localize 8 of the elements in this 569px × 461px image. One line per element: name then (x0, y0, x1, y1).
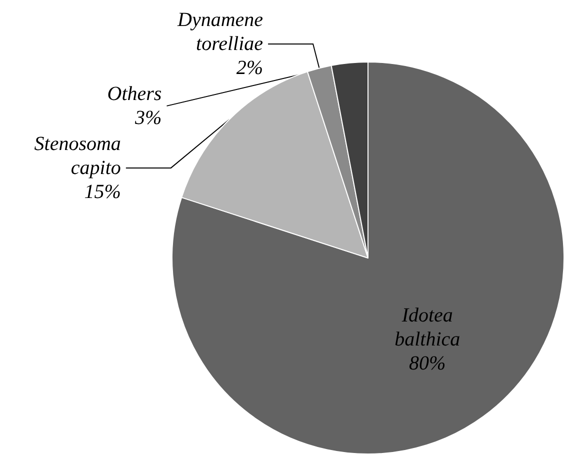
data-label: 2% (236, 56, 264, 79)
slice-label: Idotea balthica (394, 304, 460, 351)
slice-label: Stenosoma capito (34, 132, 121, 179)
data-label: 80% (409, 352, 446, 375)
slice-label: Dynamene torelliae (176, 8, 264, 55)
data-label: 3% (134, 106, 162, 129)
slice-label: Others (107, 82, 162, 105)
data-label: 15% (84, 180, 121, 203)
